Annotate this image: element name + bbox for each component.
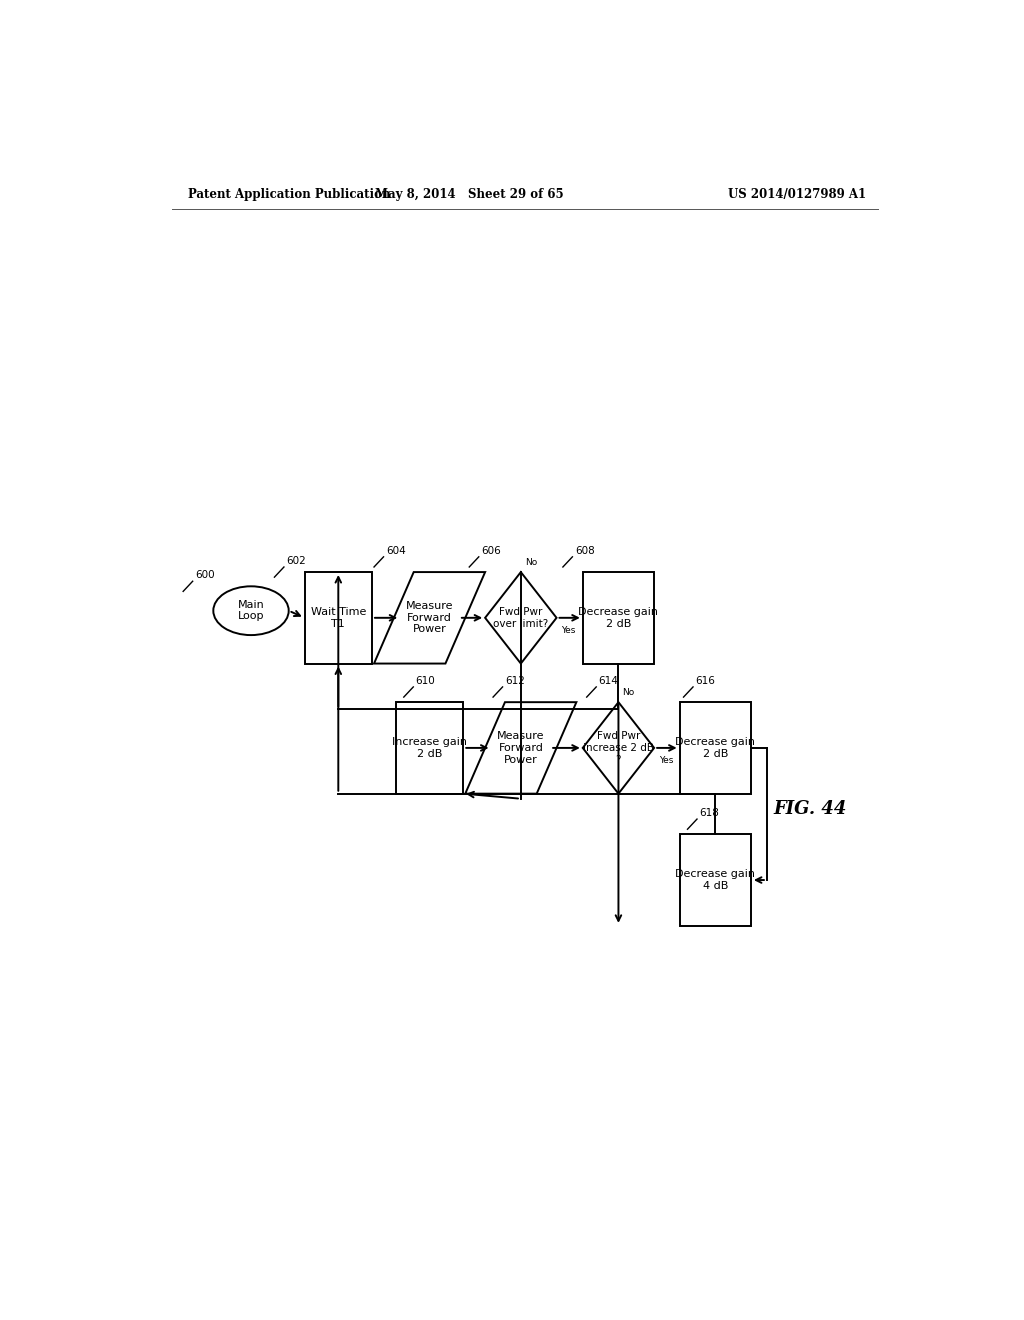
Text: No: No [623, 688, 635, 697]
Bar [396, 702, 463, 793]
Text: Main
Loop: Main Loop [238, 599, 264, 622]
Text: 602: 602 [287, 556, 306, 566]
Bar [304, 572, 372, 664]
Text: 612: 612 [505, 676, 525, 686]
Text: 614: 614 [599, 676, 618, 686]
Text: No: No [524, 558, 537, 568]
Text: 608: 608 [574, 545, 595, 556]
Text: 610: 610 [416, 676, 435, 686]
Text: Yes: Yes [658, 756, 674, 766]
Text: Patent Application Publication: Patent Application Publication [187, 189, 390, 202]
Text: Decrease gain
2 dB: Decrease gain 2 dB [579, 607, 658, 628]
Text: Fwd Pwr
increase 2 dB
?: Fwd Pwr increase 2 dB ? [583, 731, 654, 764]
Text: Measure
Forward
Power: Measure Forward Power [406, 601, 454, 635]
Text: Increase gain
2 dB: Increase gain 2 dB [392, 737, 467, 759]
Text: 606: 606 [481, 545, 501, 556]
Text: FIG. 44: FIG. 44 [774, 800, 847, 818]
Text: May 8, 2014   Sheet 29 of 65: May 8, 2014 Sheet 29 of 65 [375, 189, 563, 202]
Text: 604: 604 [386, 545, 406, 556]
Text: Yes: Yes [561, 626, 575, 635]
Text: Wait Time
T1: Wait Time T1 [310, 607, 366, 628]
Text: 618: 618 [699, 808, 719, 818]
Text: 616: 616 [695, 676, 716, 686]
Text: Measure
Forward
Power: Measure Forward Power [497, 731, 545, 764]
Text: Decrease gain
4 dB: Decrease gain 4 dB [675, 870, 756, 891]
Text: US 2014/0127989 A1: US 2014/0127989 A1 [728, 189, 866, 202]
Text: Fwd Pwr
over limit?: Fwd Pwr over limit? [494, 607, 549, 628]
Bar [680, 702, 751, 793]
Bar [583, 572, 654, 664]
Bar [680, 834, 751, 925]
Text: 600: 600 [195, 570, 215, 581]
Text: Decrease gain
2 dB: Decrease gain 2 dB [675, 737, 756, 759]
